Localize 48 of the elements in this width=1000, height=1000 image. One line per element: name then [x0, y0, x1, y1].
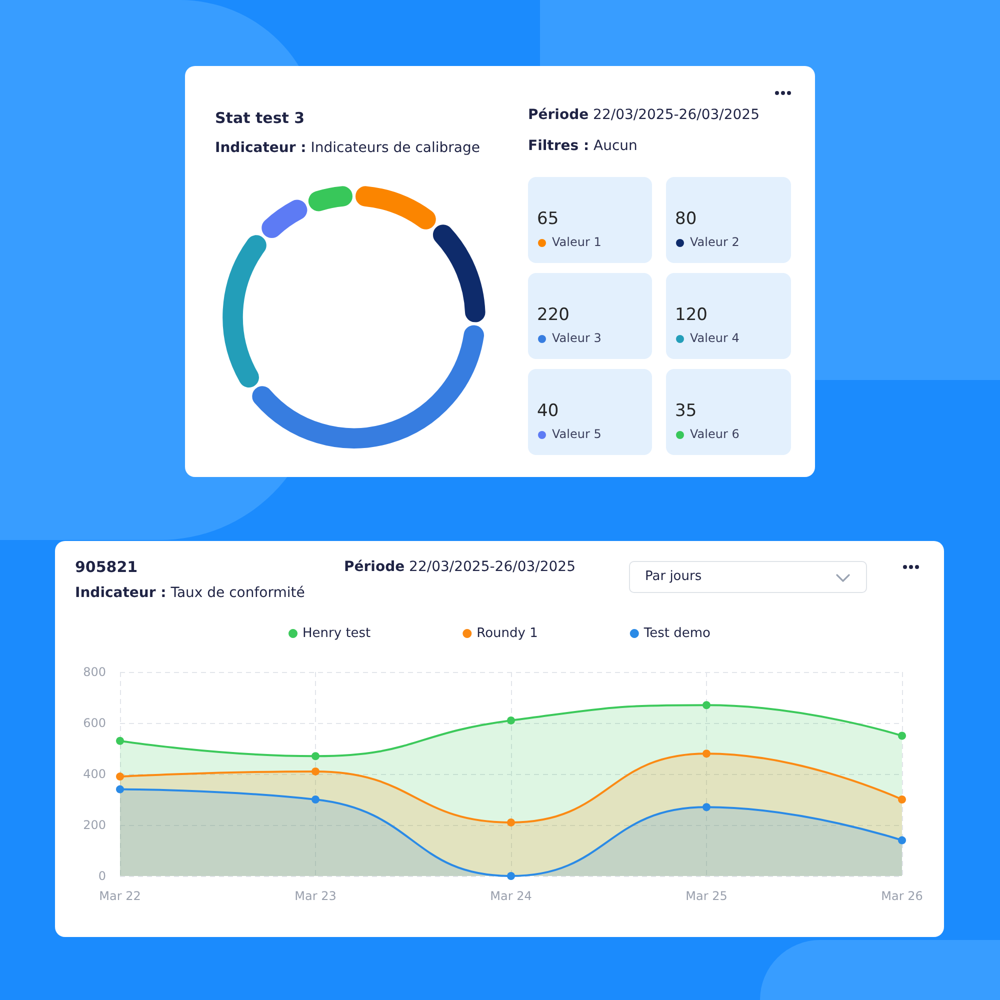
point	[702, 701, 710, 710]
data-label: 35	[675, 401, 697, 421]
legend-label: Henry test	[302, 626, 371, 641]
point	[507, 818, 515, 826]
data-label: 80	[675, 209, 697, 229]
legend-label: Valeur 6	[690, 427, 740, 441]
x-tick-label: Mar 24	[490, 889, 532, 903]
x-tick-label: Mar 22	[99, 889, 141, 903]
x-tick-label: Mar 23	[294, 889, 336, 903]
point	[116, 785, 124, 794]
text: Période 22/03/2025-26/03/2025	[528, 107, 760, 123]
data-label: 40	[537, 401, 559, 421]
y-tick-label: 200	[83, 818, 106, 832]
text: Filtres : Aucun	[528, 138, 638, 154]
y-tick-label: 0	[98, 869, 106, 883]
legend-label: Valeur 4	[690, 331, 740, 345]
chart-subtitle: Indicateur : Taux de conformité	[75, 585, 305, 601]
point	[702, 750, 710, 758]
x-tick-label: Mar 25	[686, 889, 728, 903]
point	[898, 796, 906, 804]
legend-label: Valeur 2	[690, 235, 740, 249]
y-tick-label: 600	[83, 716, 106, 730]
point	[312, 796, 320, 804]
y-tick-label: 400	[83, 767, 106, 781]
legend-label: Valeur 3	[552, 331, 602, 345]
chart-title: Stat test 3	[215, 109, 305, 127]
x-tick-label: Mar 26	[881, 889, 923, 903]
point	[312, 752, 320, 760]
chart-title: 905821	[75, 558, 138, 576]
legend-label: Valeur 5	[552, 427, 602, 441]
point	[898, 732, 906, 740]
point	[116, 772, 124, 781]
point	[702, 803, 710, 812]
y-tick-label: 800	[83, 665, 106, 679]
point	[898, 836, 906, 844]
data-label: 120	[675, 305, 708, 325]
chart-subtitle: Indicateur : Indicateurs de calibrage	[215, 140, 480, 156]
point	[507, 716, 515, 724]
legend-label: Roundy 1	[476, 626, 538, 641]
point	[507, 872, 515, 880]
data-label: 65	[537, 209, 559, 229]
point	[312, 767, 320, 776]
dropdown-field: Par jours	[629, 561, 867, 593]
legend-label: Valeur 1	[552, 235, 602, 249]
text: Période 22/03/2025-26/03/2025	[344, 559, 576, 575]
legend-label: Test demo	[642, 626, 711, 641]
point	[116, 736, 124, 745]
data-label: 220	[537, 305, 570, 325]
